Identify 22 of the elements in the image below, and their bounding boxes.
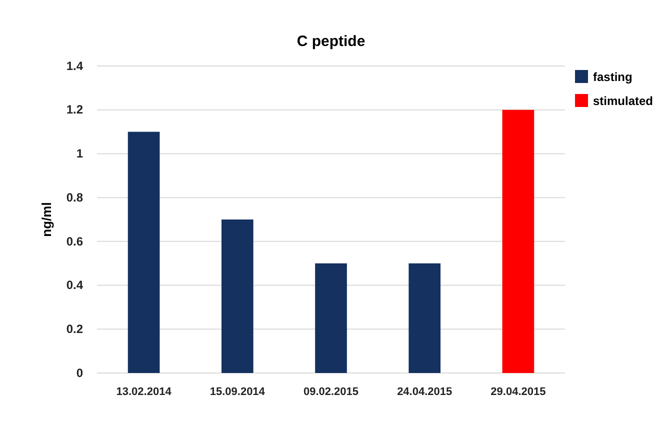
chart-title: C peptide xyxy=(296,33,366,50)
legend-label: stimulated xyxy=(593,94,654,108)
x-tick-label: 09.02.2015 xyxy=(303,386,359,398)
x-tick-label: 24.04.2015 xyxy=(397,386,452,398)
y-tick-label: 0.4 xyxy=(66,278,84,292)
y-tick-label: 0.8 xyxy=(66,190,84,204)
bar xyxy=(408,263,441,373)
x-tick-label: 13.02.2014 xyxy=(116,386,172,398)
y-axis-title: ng/ml xyxy=(39,202,54,237)
y-tick-label: 0.6 xyxy=(66,234,84,248)
x-tick-label: 15.09.2014 xyxy=(210,386,266,398)
y-tick-label: 0 xyxy=(76,366,84,380)
y-tick-label: 0.2 xyxy=(66,322,84,336)
bar xyxy=(128,132,160,373)
x-tick-label: 29.04.2015 xyxy=(490,386,546,398)
bar xyxy=(221,220,254,373)
bar xyxy=(502,110,534,373)
y-tick-label: 1.4 xyxy=(66,58,84,73)
y-tick-label: 1.2 xyxy=(66,102,84,117)
bar xyxy=(315,263,347,373)
y-tick-label: 1 xyxy=(76,146,84,161)
legend-label: fasting xyxy=(593,70,632,84)
